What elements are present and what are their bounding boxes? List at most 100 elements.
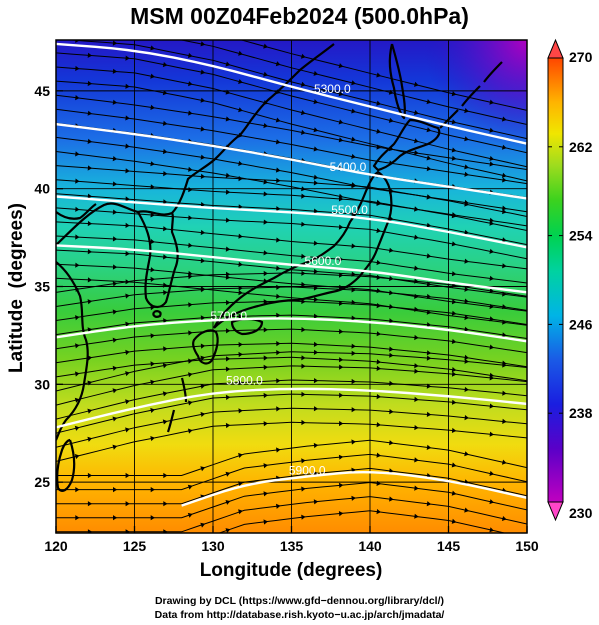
wind-arrowhead	[489, 403, 494, 409]
wind-arrowhead	[238, 509, 243, 515]
y-tick-label-40: 40	[34, 181, 50, 197]
wind-arrowhead	[464, 314, 469, 321]
wind-arrowhead	[75, 262, 80, 268]
wind-arrowhead	[75, 371, 80, 377]
credits: Drawing by DCL (https://www.gfd−dennou.o…	[0, 594, 599, 622]
streamline	[56, 249, 527, 298]
contour-5600.0	[56, 244, 527, 294]
contour-5500.0	[56, 195, 527, 249]
wind-arrowhead	[263, 491, 268, 497]
colorbar-max-extension	[547, 38, 564, 59]
wind-arrowhead	[339, 420, 344, 427]
streamline	[56, 52, 527, 154]
wind-arrowhead	[263, 250, 268, 256]
wind-arrowhead	[163, 34, 168, 39]
wind-arrowhead	[426, 350, 432, 356]
streamline	[56, 393, 527, 434]
wind-arrowhead	[376, 128, 381, 134]
wind-arrowhead	[464, 507, 469, 513]
wind-arrowhead	[301, 327, 306, 333]
wind-arrowhead	[200, 154, 206, 160]
streamline	[56, 221, 527, 270]
wind-arrowhead	[200, 343, 206, 349]
wind-arrowhead	[125, 222, 130, 228]
x-axis-label: Longitude (degrees)	[200, 560, 383, 581]
x-tick-label-130: 130	[201, 538, 225, 554]
wind-arrowhead	[502, 390, 507, 396]
wind-arrowhead	[275, 139, 281, 145]
wind-arrowhead	[489, 527, 494, 533]
streamline	[56, 179, 527, 231]
wind-arrowhead	[238, 380, 243, 386]
x-tick-label-125: 125	[123, 538, 147, 554]
wind-arrowhead	[451, 271, 457, 277]
wind-arrowhead	[301, 486, 306, 492]
wind-arrowhead	[238, 408, 243, 414]
wind-arrowhead	[188, 400, 193, 406]
wind-arrowhead	[426, 444, 432, 450]
wind-arrowhead	[389, 409, 394, 415]
wind-arrowhead	[263, 299, 268, 305]
wind-arrowhead	[263, 392, 268, 399]
wind-arrowhead	[451, 213, 457, 219]
streamline	[65, 40, 527, 140]
wind-arrowhead	[112, 99, 118, 105]
wind-arrowhead	[225, 217, 231, 223]
wind-arrowhead	[263, 123, 268, 129]
wind-arrowhead	[389, 247, 394, 253]
wind-arrowhead	[263, 463, 268, 469]
wind-arrowhead	[389, 380, 394, 386]
wind-arrowhead	[162, 391, 168, 397]
streamline	[56, 94, 527, 170]
wind-arrowhead	[301, 458, 306, 464]
wind-arrowhead	[125, 293, 130, 299]
wind-arrowhead	[376, 480, 381, 486]
wind-arrowhead	[238, 79, 243, 84]
wind-arrowhead	[125, 83, 130, 89]
wind-arrowhead	[426, 194, 432, 200]
wind-arrowhead	[263, 421, 268, 427]
wind-arrowhead	[300, 110, 306, 116]
wind-arrowhead	[426, 322, 432, 328]
wind-arrowhead	[276, 503, 281, 509]
x-tick-label-140: 140	[358, 538, 382, 554]
streamline	[56, 407, 527, 448]
wind-arrowhead	[163, 501, 168, 507]
wind-arrowhead	[188, 428, 193, 434]
colorbar: 230 238 246 254 262 270	[547, 38, 593, 522]
wind-arrowhead	[162, 148, 168, 155]
wind-arrowhead	[351, 136, 356, 142]
wind-arrowhead	[87, 277, 93, 283]
wind-arrowhead	[414, 110, 419, 116]
wind-arrowhead	[313, 99, 319, 105]
wind-arrowhead	[313, 499, 319, 505]
wind-arrowhead	[275, 89, 281, 95]
wind-arrowhead	[75, 343, 80, 349]
wind-arrowhead	[112, 337, 118, 343]
wind-arrowhead	[150, 407, 155, 413]
wind-arrowhead	[464, 108, 469, 114]
wind-arrowhead	[313, 313, 319, 319]
wind-arrowhead	[376, 144, 381, 150]
wind-arrowhead	[489, 288, 494, 294]
wind-arrowhead	[150, 104, 155, 110]
wind-arrowhead	[451, 399, 457, 405]
streamline	[56, 365, 527, 406]
streamline	[56, 356, 527, 382]
wind-arrowhead	[501, 459, 507, 465]
wind-arrowhead	[464, 201, 469, 207]
wind-arrowhead	[501, 516, 507, 521]
wind-arrowhead	[489, 161, 494, 167]
wind-arrowhead	[376, 359, 381, 365]
wind-arrowhead	[226, 356, 231, 362]
wind-arrowhead	[87, 193, 93, 199]
wind-arrowhead	[125, 143, 130, 149]
wind-arrowhead	[301, 298, 306, 305]
wind-arrowhead	[351, 80, 356, 86]
wind-arrowhead	[489, 220, 494, 226]
wind-arrowhead	[301, 270, 306, 276]
y-axis-label: Latitude (degrees)	[6, 203, 27, 373]
contour-label-5700.0: 5700.0	[210, 309, 247, 323]
wind-arrowhead	[112, 281, 118, 287]
wind-arrowhead	[275, 117, 281, 123]
